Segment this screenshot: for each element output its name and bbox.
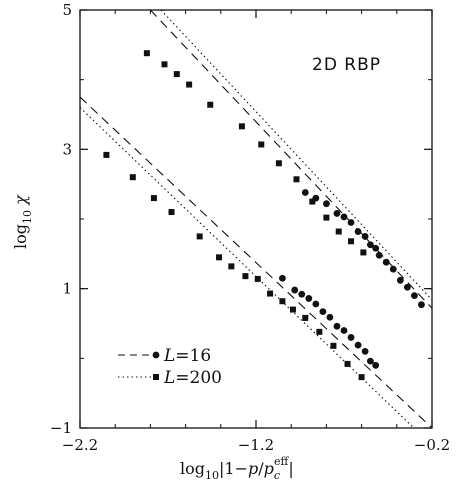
point-l200 <box>358 374 365 381</box>
y-tick-label: 1 <box>62 280 72 298</box>
point-l200 <box>289 306 296 313</box>
point-l200 <box>129 174 136 181</box>
legend-label-l16: L=16 <box>163 346 211 366</box>
point-l16 <box>389 265 397 273</box>
point-l16 <box>301 189 309 196</box>
point-l200 <box>150 195 157 202</box>
point-l200 <box>258 141 265 148</box>
point-l200 <box>330 342 337 349</box>
fit-line-l200 <box>160 10 432 301</box>
point-l16 <box>312 300 320 308</box>
y-axis-title-text: log10 χ <box>11 194 34 249</box>
legend: L=16L=200 <box>118 346 222 388</box>
point-l16 <box>333 322 341 330</box>
point-l200 <box>316 328 323 335</box>
point-l16 <box>403 283 411 291</box>
point-l200 <box>207 101 214 108</box>
y-tick-label: −1 <box>50 419 72 437</box>
point-l200 <box>309 198 316 205</box>
x-axis-title-text: log10|1−p/pceff| <box>180 455 294 482</box>
point-l200 <box>238 123 245 130</box>
point-l200 <box>186 81 193 88</box>
point-l16 <box>361 347 369 355</box>
point-l16 <box>367 241 374 249</box>
point-l16 <box>418 301 425 309</box>
point-l200 <box>228 263 235 270</box>
point-l200 <box>267 290 274 297</box>
point-l16 <box>298 290 306 298</box>
chart-annotation: 2D RBP <box>312 55 381 75</box>
point-l16 <box>411 292 418 300</box>
point-l200 <box>279 298 286 305</box>
fit-line-l16 <box>150 10 432 309</box>
y-axis-title: log10 χ <box>11 194 34 249</box>
point-l16 <box>279 274 286 282</box>
point-l200 <box>302 314 309 321</box>
point-l200 <box>216 254 223 261</box>
point-l16 <box>323 200 330 208</box>
point-l16 <box>375 251 383 259</box>
point-l200 <box>143 50 150 57</box>
point-l16 <box>367 357 374 365</box>
point-l16 <box>340 327 348 334</box>
point-l16 <box>347 334 355 341</box>
legend-marker-l200 <box>153 374 159 380</box>
axis-ticks <box>79 9 433 429</box>
x-tick-label: −2.2 <box>62 436 98 454</box>
point-l200 <box>242 273 249 280</box>
point-l200 <box>293 176 300 183</box>
tick-labels: −2.2 −1.2 −0.2 −1 1 3 5 <box>50 1 450 454</box>
point-l16 <box>340 213 348 221</box>
point-l16 <box>372 244 380 252</box>
point-l200 <box>323 214 330 221</box>
x-tick-label: −0.2 <box>414 436 450 454</box>
point-l200 <box>254 275 261 282</box>
point-l16 <box>354 228 362 235</box>
fit-lines <box>80 10 432 428</box>
point-l200 <box>344 360 351 367</box>
point-l200 <box>335 228 342 235</box>
point-l16 <box>396 276 404 284</box>
point-l16 <box>354 341 362 349</box>
x-tick-label: −1.2 <box>238 436 274 454</box>
legend-label-l200: L=200 <box>163 368 222 388</box>
point-l200 <box>348 238 355 245</box>
x-axis-title: log10|1−p/pceff| <box>180 455 294 482</box>
point-l200 <box>173 71 180 78</box>
fit-line-l16 <box>80 96 432 428</box>
legend-marker-l16 <box>152 351 160 359</box>
point-l16 <box>319 308 327 316</box>
point-l200 <box>161 61 168 68</box>
point-l200 <box>103 151 110 158</box>
point-l200 <box>275 160 282 167</box>
point-l16 <box>372 361 380 369</box>
data-points <box>103 50 425 381</box>
point-l200 <box>360 249 367 256</box>
point-l200 <box>196 233 203 240</box>
point-l16 <box>291 286 299 294</box>
y-tick-label: 3 <box>62 140 72 158</box>
point-l16 <box>326 313 334 321</box>
point-l16 <box>333 210 341 217</box>
y-tick-label: 5 <box>62 1 72 19</box>
point-l16 <box>347 219 355 226</box>
point-l200 <box>168 209 175 216</box>
point-l16 <box>361 233 369 240</box>
point-l16 <box>382 258 390 266</box>
point-l16 <box>305 295 313 302</box>
